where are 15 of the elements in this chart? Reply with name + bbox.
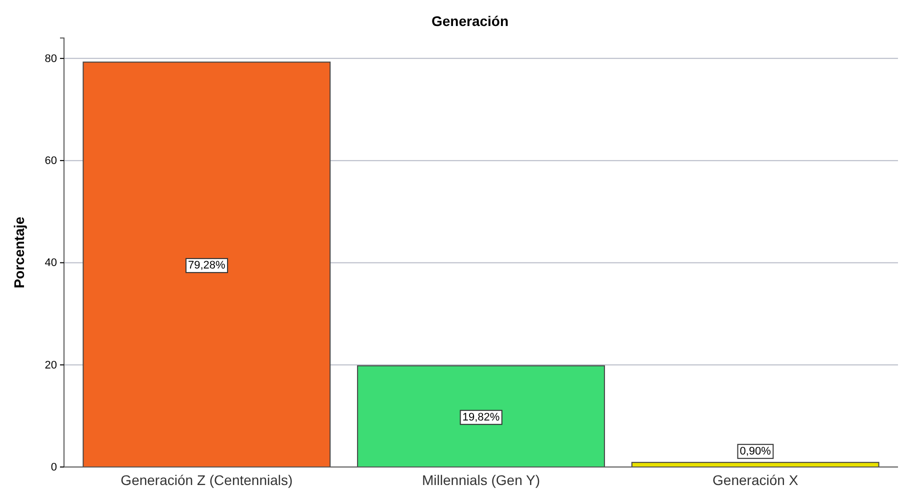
y-tick-label: 0 [50, 462, 57, 474]
chart-title: Generación [431, 13, 509, 29]
y-tick-label: 60 [44, 155, 57, 168]
x-tick-label: Generación X [712, 472, 799, 488]
y-tick-label: 40 [44, 257, 57, 270]
y-tick-label: 20 [44, 359, 57, 372]
x-tick-label: Generación Z (Centennials) [120, 472, 293, 488]
y-axis-title: Porcentaje [11, 216, 27, 288]
y-tick-label: 80 [44, 52, 57, 65]
bar [357, 365, 605, 468]
bar [82, 62, 331, 468]
data-label: 0,90% [740, 445, 772, 458]
data-label: 19,82% [462, 411, 500, 424]
x-tick-label: Millennials (Gen Y) [422, 472, 540, 488]
data-label: 79,28% [188, 260, 226, 272]
